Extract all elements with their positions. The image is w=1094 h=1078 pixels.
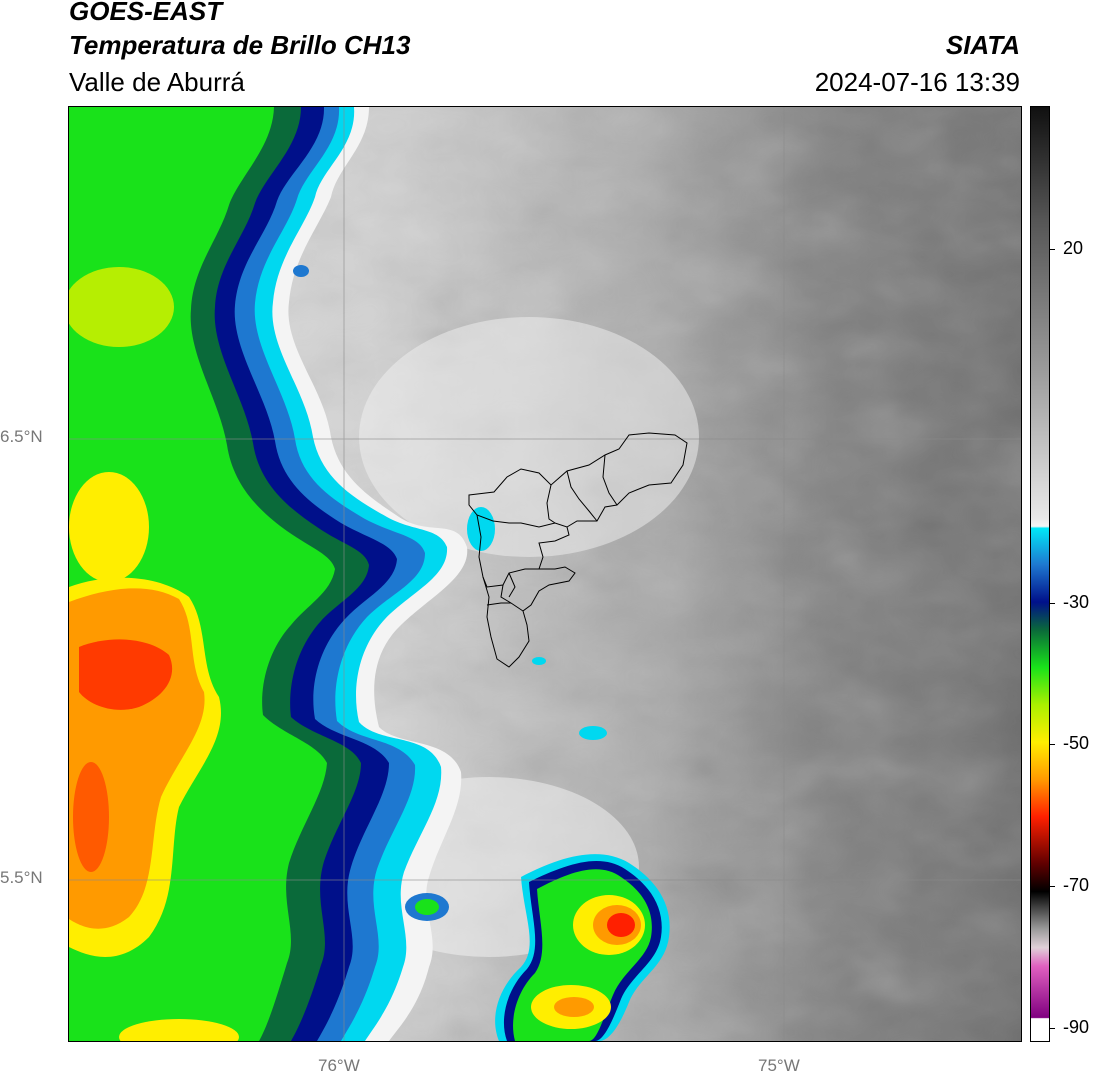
product-title: Temperatura de Brillo CH13 (69, 30, 411, 60)
cloud-band-red (79, 639, 173, 710)
region-subtitle: Valle de Aburrá (69, 67, 245, 97)
valle-de-aburra-boundaries (468, 432, 688, 668)
lon-tick-label: 75°W (758, 1056, 800, 1075)
cloud-fragment (467, 507, 495, 551)
municipality-boundary (508, 572, 516, 598)
cloud-fragment (415, 899, 439, 915)
organization-label: SIATA (945, 30, 1020, 60)
cloud-band-yellow (119, 1019, 239, 1041)
lat-tick-label: 5.5°N (0, 868, 43, 887)
colorbar-canvas (1031, 107, 1049, 1041)
lon-tick-label: 76°W (318, 1056, 360, 1075)
colorbar-tick-label: 20 (1063, 238, 1084, 258)
cloud-band-yellow (69, 472, 149, 582)
colorbar-gradient (1031, 107, 1049, 1041)
cloud-band-red (73, 762, 109, 872)
colorbar-tick-label: -50 (1063, 733, 1090, 753)
colorbar-tick-label: -70 (1063, 875, 1090, 895)
colorbar-tick (1049, 249, 1055, 250)
colorbar (1030, 106, 1050, 1042)
municipality-boundary (602, 454, 618, 506)
colorbar-tick-label: -30 (1063, 592, 1090, 612)
gridlines (69, 107, 1021, 1041)
colorbar-tick (1049, 603, 1055, 604)
cloud-fragment (293, 265, 309, 277)
municipality-boundary (486, 602, 511, 606)
colorbar-tick (1049, 1028, 1055, 1029)
bright-patch (359, 317, 699, 557)
satellite-title: GOES-EAST (69, 0, 223, 26)
municipality-boundary (482, 566, 576, 668)
cloud-band-yellow (69, 267, 174, 347)
lat-tick-label: 6.5°N (0, 427, 43, 446)
map-canvas (69, 107, 1021, 1041)
cloud-fragment (579, 726, 607, 740)
municipality-boundary (476, 514, 570, 588)
municipality-boundary (566, 470, 598, 522)
colorbar-tick-label: -90 (1063, 1017, 1090, 1037)
municipality-boundary (546, 484, 556, 524)
cloud-fragment (532, 657, 546, 665)
municipality-boundary (500, 584, 524, 612)
convective-cell-red (607, 913, 635, 937)
brightness-temperature-map (68, 106, 1022, 1042)
timestamp-label: 2024-07-16 13:39 (814, 67, 1020, 97)
colorbar-tick (1049, 886, 1055, 887)
colorbar-tick (1049, 744, 1055, 745)
convective-cell-orange (554, 997, 594, 1017)
